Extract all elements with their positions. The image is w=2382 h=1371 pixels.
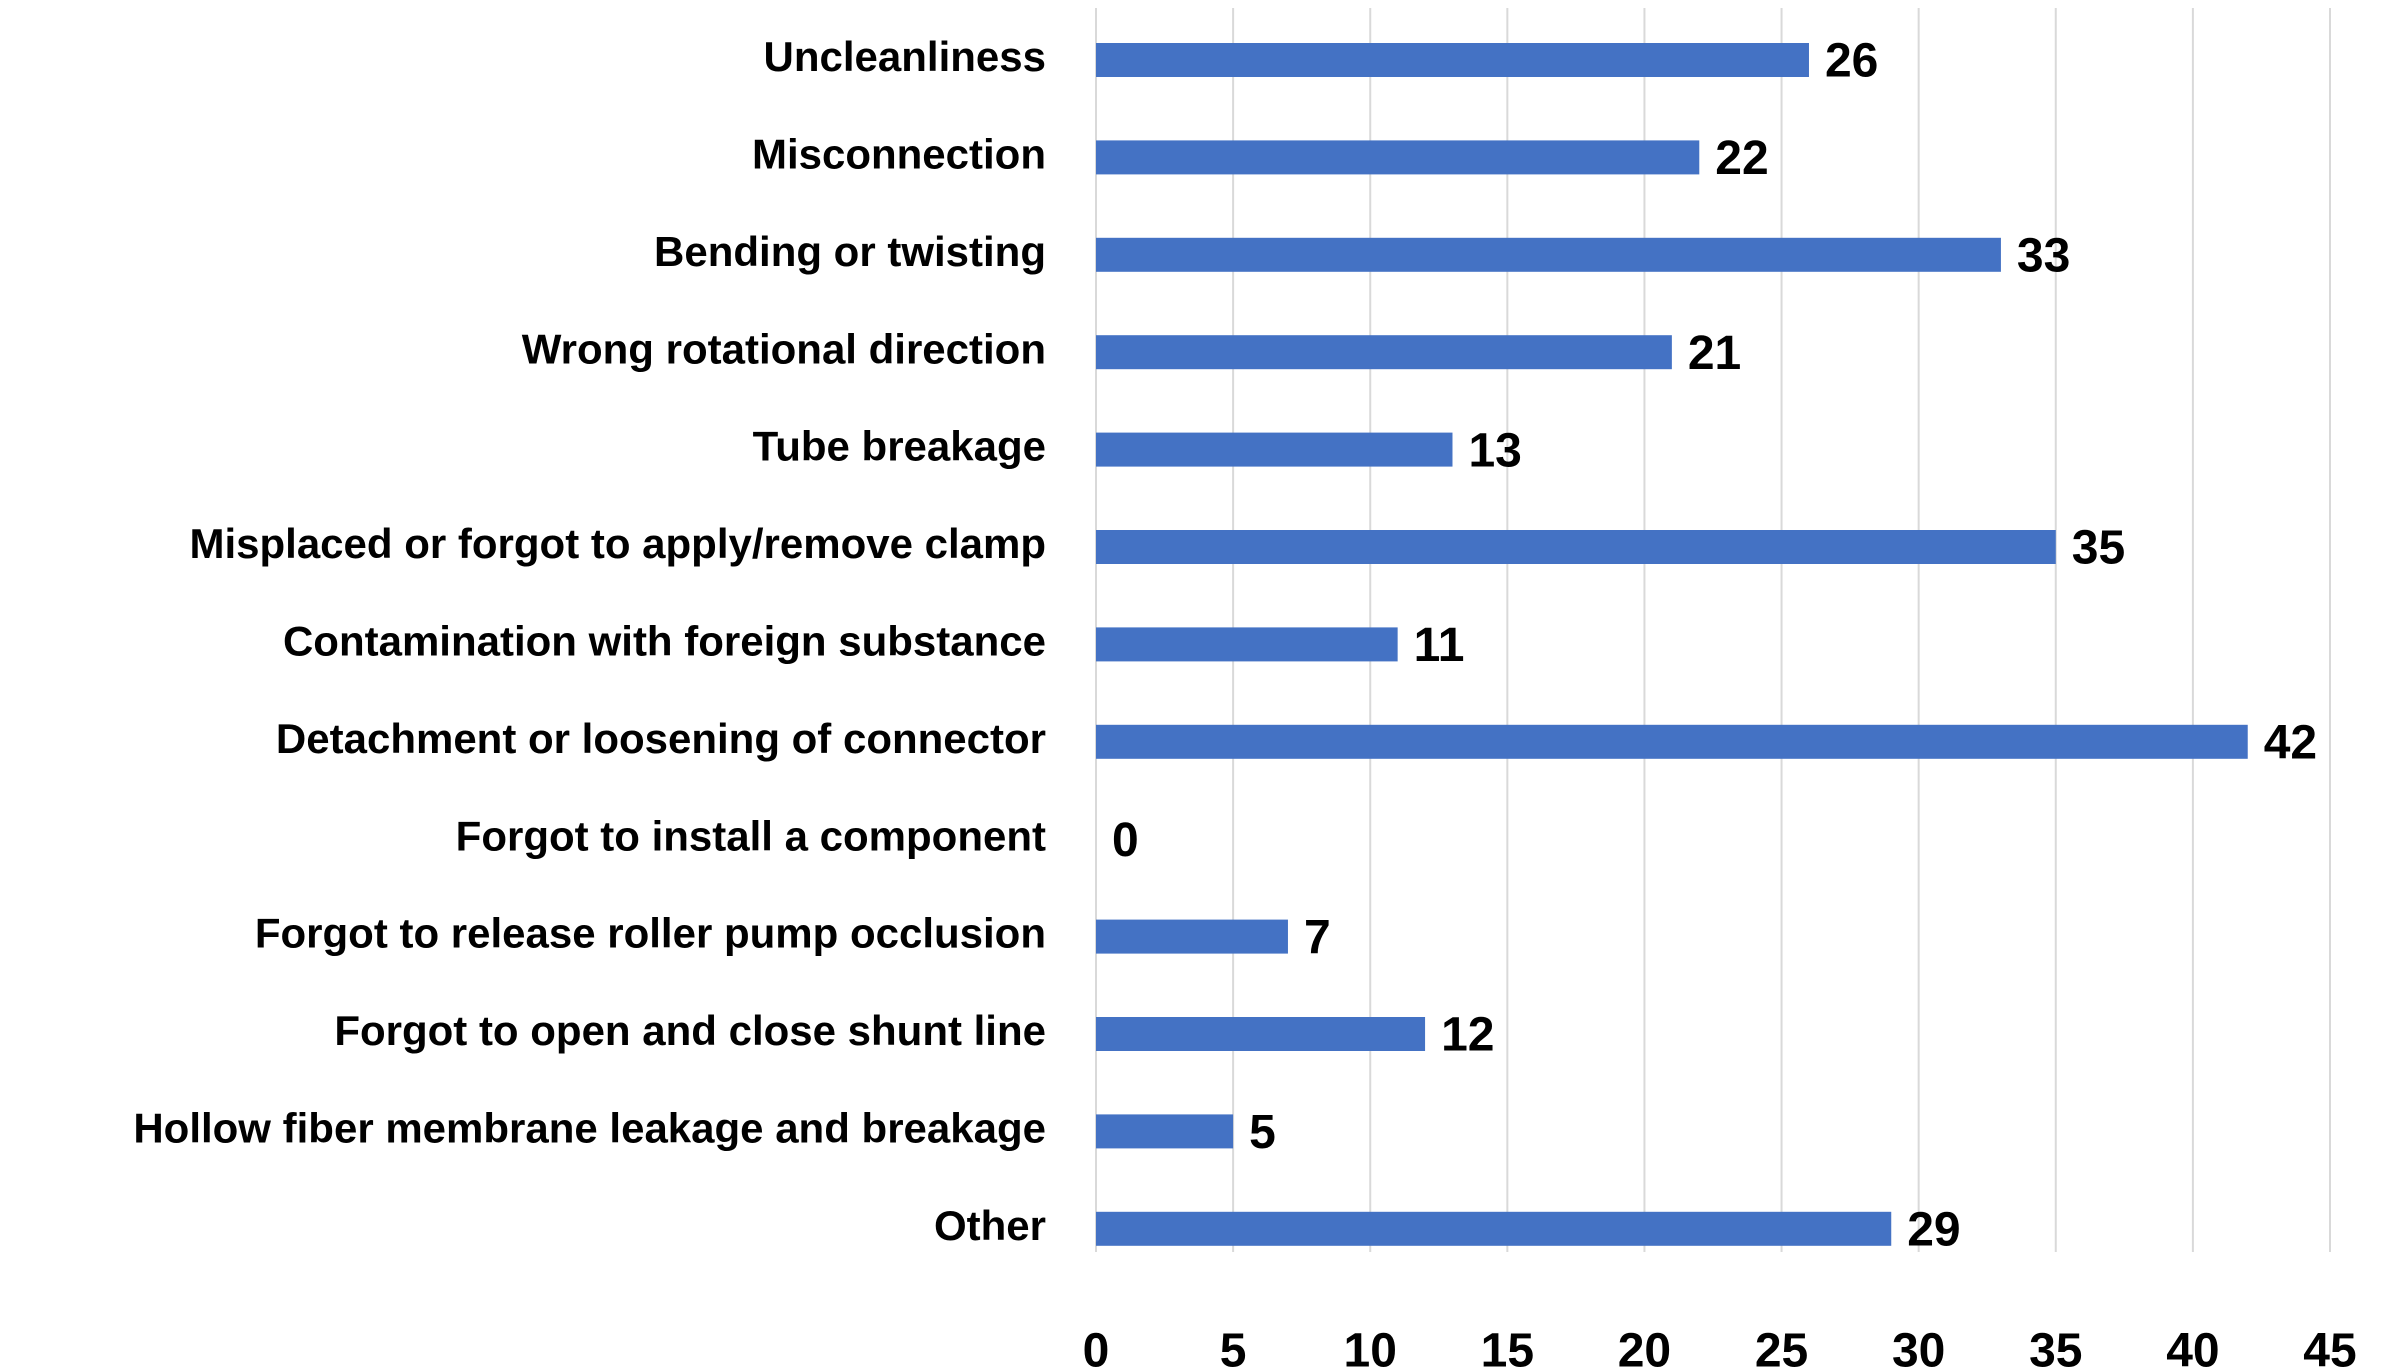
- data-label: 11: [1414, 619, 1465, 672]
- bar: [1096, 140, 1700, 175]
- bar: [1096, 1211, 1892, 1246]
- data-label: 22: [1715, 132, 1768, 185]
- bar: [1096, 1017, 1426, 1051]
- data-label: 13: [1468, 424, 1521, 477]
- x-tick-label: 20: [1618, 1325, 1671, 1371]
- x-tick-label: 45: [2303, 1325, 2356, 1371]
- bar: [1096, 530, 2056, 564]
- x-tick-label: 0: [1083, 1325, 1110, 1371]
- x-tick-label: 5: [1220, 1325, 1247, 1371]
- x-tick-label: 25: [1755, 1325, 1808, 1371]
- y-tick-label: Wrong rotational direction: [522, 325, 1046, 372]
- x-tick-label: 15: [1481, 1325, 1534, 1371]
- y-tick-label: Tube breakage: [753, 423, 1046, 470]
- bar: [1096, 919, 1288, 954]
- x-tick-label: 10: [1344, 1325, 1397, 1371]
- y-tick-label: Forgot to release roller pump occlusion: [255, 910, 1046, 957]
- y-tick-label: Forgot to install a component: [456, 812, 1046, 859]
- y-tick-label: Forgot to open and close shunt line: [334, 1007, 1046, 1054]
- data-label: 12: [1441, 1009, 1494, 1062]
- data-label: 29: [1907, 1203, 1960, 1256]
- bar: [1096, 627, 1398, 662]
- y-tick-label: Contamination with foreign substance: [283, 617, 1046, 664]
- y-tick-label: Misplaced or forgot to apply/remove clam…: [189, 520, 1046, 567]
- data-label: 26: [1825, 35, 1878, 88]
- bar: [1096, 335, 1672, 370]
- bar: [1096, 432, 1453, 467]
- bar: [1096, 1114, 1234, 1149]
- x-tick-label: 30: [1892, 1325, 1945, 1371]
- data-label: 33: [2017, 229, 2070, 282]
- data-label: 21: [1688, 327, 1741, 380]
- data-label: 42: [2264, 716, 2317, 769]
- data-label: 7: [1304, 911, 1331, 964]
- y-tick-label: Hollow fiber membrane leakage and breaka…: [133, 1104, 1046, 1151]
- bar: [1096, 724, 2248, 759]
- y-tick-label: Uncleanliness: [764, 33, 1046, 80]
- y-tick-label: Other: [934, 1202, 1046, 1249]
- bar: [1096, 43, 1809, 77]
- bar: [1096, 237, 2001, 272]
- data-label: 0: [1112, 814, 1139, 867]
- x-tick-label: 40: [2166, 1325, 2219, 1371]
- y-tick-label: Misconnection: [752, 130, 1046, 177]
- data-label: 5: [1249, 1106, 1276, 1159]
- data-label: 35: [2072, 522, 2125, 575]
- x-tick-label: 35: [2029, 1325, 2082, 1371]
- y-tick-label: Bending or twisting: [654, 228, 1046, 275]
- y-tick-label: Detachment or loosening of connector: [276, 715, 1046, 762]
